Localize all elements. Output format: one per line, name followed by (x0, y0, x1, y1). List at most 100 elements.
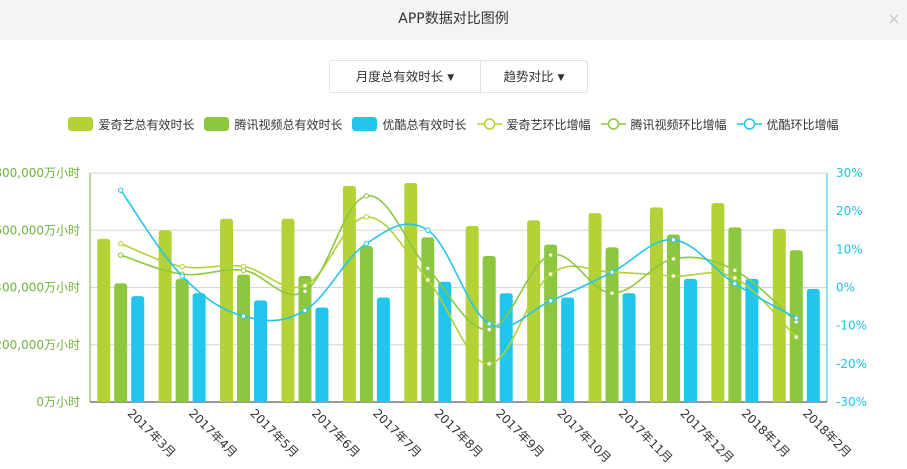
y-left-tick-label: 0万小时 (36, 395, 80, 409)
bar-iqiyi (158, 230, 172, 402)
bar-youku (622, 293, 636, 402)
legend-item[interactable]: 腾讯视频环比增幅 (600, 116, 727, 133)
chevron-down-icon: ▼ (447, 73, 455, 83)
line-point (547, 252, 554, 258)
bar-youku (683, 278, 697, 402)
x-tick-label: 2017年10月 (555, 406, 614, 465)
line-point (240, 267, 247, 274)
line-point (240, 313, 247, 319)
line-point (670, 237, 677, 243)
trend-dropdown[interactable]: 趋势对比 ▼ (480, 61, 587, 92)
metric-dropdown-label: 月度总有效时长 (355, 69, 444, 84)
line-point (363, 193, 370, 199)
bar-youku (131, 296, 145, 402)
line-point (486, 361, 492, 367)
legend-label: 腾讯视频环比增幅 (630, 117, 727, 132)
trend-dropdown-label: 趋势对比 (503, 69, 554, 84)
legend-label: 优酷总有效时长 (382, 117, 467, 132)
bar-tencent (728, 227, 742, 402)
x-tick-label: 2017年9月 (493, 406, 547, 460)
bar-iqiyi (281, 218, 295, 402)
bar-tencent (421, 237, 435, 402)
line-point (302, 288, 308, 295)
line-point (425, 265, 431, 272)
legend-label: 爱奇艺总有效时长 (98, 117, 195, 132)
bar-tencent (544, 244, 558, 402)
bar-youku (315, 307, 329, 402)
line-point (179, 273, 185, 279)
line-point (670, 256, 677, 262)
y-right-tick-label: -10% (836, 319, 867, 333)
metric-dropdown[interactable]: 月度总有效时长 ▼ (330, 61, 480, 92)
line-point (118, 187, 124, 193)
x-tick-label: 2018年2月 (800, 406, 854, 460)
legend-item[interactable]: 优酷环比增幅 (736, 116, 839, 133)
line-point (425, 227, 431, 233)
legend-item[interactable]: 爱奇艺总有效时长 (68, 116, 194, 133)
bar-iqiyi (465, 225, 479, 402)
y-left-tick-label: 400,000万小时 (0, 281, 80, 295)
bar-tencent (237, 274, 251, 402)
x-tick-label: 2017年11月 (616, 406, 675, 465)
y-right-tick-label: 10% (836, 242, 863, 256)
bar-youku (745, 278, 759, 402)
line-point (732, 275, 738, 281)
legend-item[interactable]: 优酷总有效时长 (352, 116, 467, 133)
line-point (425, 277, 431, 283)
y-left-tick-label: 200,000万小时 (0, 338, 80, 352)
x-tick-label: 2017年12月 (677, 406, 736, 465)
bar-youku (254, 300, 268, 402)
legend-swatch (204, 117, 230, 131)
bar-youku (376, 297, 390, 402)
line-point (732, 267, 738, 274)
y-left-tick-label: 600,000万小时 (0, 223, 80, 237)
legend-swatch (68, 117, 94, 131)
x-tick-label: 2017年8月 (432, 406, 486, 460)
x-tick-label: 2017年3月 (125, 406, 179, 460)
legend-label: 腾讯视频总有效时长 (234, 117, 343, 132)
legend-swatch (476, 118, 502, 130)
line-point (547, 298, 554, 304)
line-point (732, 280, 738, 287)
bar-youku (561, 297, 575, 402)
bar-iqiyi (711, 203, 725, 402)
y-right-tick-label: -30% (836, 395, 867, 409)
legend-swatch (352, 117, 378, 131)
line-point (486, 321, 492, 327)
bar-iqiyi (404, 183, 418, 402)
y-left-tick-label: 800,000万小时 (0, 166, 80, 180)
chart-controls: 月度总有效时长 ▼ 趋势对比 ▼ (329, 60, 588, 93)
x-tick-label: 2017年4月 (186, 406, 240, 460)
legend-item[interactable]: 腾讯视频总有效时长 (204, 116, 342, 133)
bar-iqiyi (588, 213, 602, 402)
y-right-tick-label: 30% (836, 166, 863, 180)
line-point (118, 252, 124, 258)
bar-tencent (114, 283, 128, 402)
line-youku (120, 189, 797, 328)
line-point (793, 315, 799, 321)
line-point (118, 240, 124, 247)
legend-item[interactable]: 爱奇艺环比增幅 (476, 116, 591, 133)
legend-swatch (600, 118, 626, 130)
x-tick-label: 2017年6月 (309, 406, 363, 460)
line-point (486, 326, 492, 333)
bar-iqiyi (772, 228, 786, 402)
line-point (179, 263, 185, 270)
chevron-down-icon: ▼ (557, 73, 565, 83)
x-tick-label: 2017年5月 (247, 406, 301, 460)
line-point (363, 240, 370, 247)
bar-iqiyi (649, 207, 663, 402)
y-right-tick-label: 0% (836, 281, 855, 295)
x-tick-label: 2018年1月 (739, 406, 793, 460)
y-right-tick-label: 20% (836, 204, 863, 218)
legend-label: 爱奇艺环比增幅 (506, 117, 591, 132)
line-point (670, 273, 677, 279)
bar-tencent (175, 278, 189, 402)
bar-tencent (359, 245, 373, 402)
bar-youku (192, 293, 206, 402)
close-button[interactable]: × (887, 9, 901, 28)
bar-iqiyi (342, 185, 356, 402)
line-point (302, 307, 308, 314)
window-title: APP数据对比图例 (398, 11, 509, 27)
